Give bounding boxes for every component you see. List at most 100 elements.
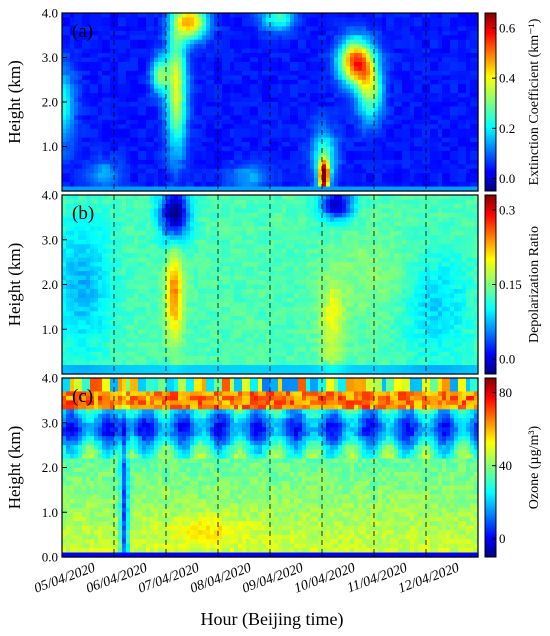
heatmap-cell <box>114 208 119 214</box>
heatmap-cell <box>210 75 215 81</box>
heatmap-cell <box>206 88 211 94</box>
heatmap-cell <box>410 119 415 125</box>
heatmap-cell <box>94 84 99 90</box>
heatmap-cell <box>150 164 155 170</box>
heatmap-cell <box>122 365 127 371</box>
heatmap-cell <box>202 115 207 121</box>
heatmap-cell <box>434 79 439 85</box>
heatmap-cell <box>114 93 119 99</box>
heatmap-cell <box>398 150 403 156</box>
heatmap-cell <box>182 119 187 125</box>
heatmap-cell <box>326 142 331 148</box>
heatmap-cell <box>118 324 123 330</box>
heatmap-cell <box>474 39 479 45</box>
heatmap-cell <box>334 110 339 116</box>
heatmap-cell <box>326 93 331 99</box>
heatmap-cell <box>282 97 287 103</box>
heatmap-cell <box>314 110 319 116</box>
heatmap-cell <box>126 182 131 188</box>
heatmap-cell <box>342 128 347 134</box>
heatmap-cell <box>474 110 479 116</box>
heatmap-cell <box>90 186 95 192</box>
heatmap-cell <box>234 35 239 41</box>
heatmap-cell <box>190 173 195 179</box>
heatmap-cell <box>254 128 259 134</box>
heatmap-cell <box>190 102 195 108</box>
heatmap-cell <box>62 253 67 259</box>
heatmap-cell <box>414 30 419 36</box>
heatmap-cell <box>186 106 191 112</box>
heatmap-cell <box>82 142 87 148</box>
heatmap-cell <box>314 39 319 45</box>
heatmap-cell <box>98 333 103 339</box>
heatmap-cell <box>434 57 439 63</box>
heatmap-cell <box>62 53 67 59</box>
heatmap-cell <box>442 102 447 108</box>
heatmap-cell <box>310 26 315 32</box>
heatmap-cell <box>378 21 383 27</box>
heatmap-cell <box>142 212 147 218</box>
heatmap-cell <box>170 30 175 36</box>
heatmap-cell <box>122 39 127 45</box>
heatmap-cell <box>390 53 395 59</box>
heatmap-cell <box>306 39 311 45</box>
heatmap-cell <box>210 102 215 108</box>
heatmap-cell <box>406 39 411 45</box>
heatmap-cell <box>354 48 359 54</box>
heatmap-cell <box>454 75 459 81</box>
heatmap-cell <box>118 315 123 321</box>
heatmap-cell <box>222 39 227 45</box>
heatmap-cell <box>418 137 423 143</box>
heatmap-cell <box>142 44 147 50</box>
heatmap-cell <box>210 133 215 139</box>
heatmap-cell <box>134 17 139 23</box>
heatmap-cell <box>254 150 259 156</box>
heatmap-cell <box>258 48 263 54</box>
heatmap-cell <box>414 177 419 183</box>
y-tick-label: 1.0 <box>42 139 58 154</box>
heatmap-cell <box>250 124 255 130</box>
heatmap-cell <box>74 342 79 348</box>
heatmap-cell <box>418 150 423 156</box>
heatmap-cell <box>450 21 455 27</box>
heatmap-cell <box>146 128 151 134</box>
heatmap-cell <box>82 173 87 179</box>
heatmap-cell <box>110 133 115 139</box>
heatmap-cell <box>242 106 247 112</box>
heatmap-cell <box>306 75 311 81</box>
heatmap-cell <box>438 133 443 139</box>
heatmap-cell <box>70 21 75 27</box>
heatmap-cell <box>426 61 431 67</box>
heatmap-cell <box>166 61 171 67</box>
heatmap-cell <box>462 128 467 134</box>
heatmap-cell <box>402 66 407 72</box>
heatmap-cell <box>306 142 311 148</box>
heatmap-cell <box>154 142 159 148</box>
heatmap-cell <box>126 26 131 32</box>
heatmap-cell <box>270 26 275 32</box>
heatmap-cell <box>218 75 223 81</box>
heatmap-cell <box>358 13 363 19</box>
heatmap-cell <box>182 17 187 23</box>
heatmap-cell <box>406 110 411 116</box>
heatmap-cell <box>346 26 351 32</box>
heatmap-cell <box>426 150 431 156</box>
heatmap-cell <box>462 21 467 27</box>
heatmap-cell <box>438 102 443 108</box>
heatmap-cell <box>102 88 107 94</box>
heatmap-cell <box>370 13 375 19</box>
heatmap-cell <box>146 79 151 85</box>
heatmap-cell <box>170 186 175 192</box>
heatmap-cell <box>418 21 423 27</box>
heatmap-cell <box>266 57 271 63</box>
heatmap-cell <box>474 173 479 179</box>
heatmap-cell <box>454 93 459 99</box>
heatmap-cell <box>78 173 83 179</box>
heatmap-cell <box>138 164 143 170</box>
heatmap-cell <box>250 186 255 192</box>
heatmap-cell <box>282 182 287 188</box>
heatmap-cell <box>66 61 71 67</box>
heatmap-cell <box>418 146 423 152</box>
heatmap-cell <box>454 159 459 165</box>
heatmap-cell <box>126 253 131 259</box>
